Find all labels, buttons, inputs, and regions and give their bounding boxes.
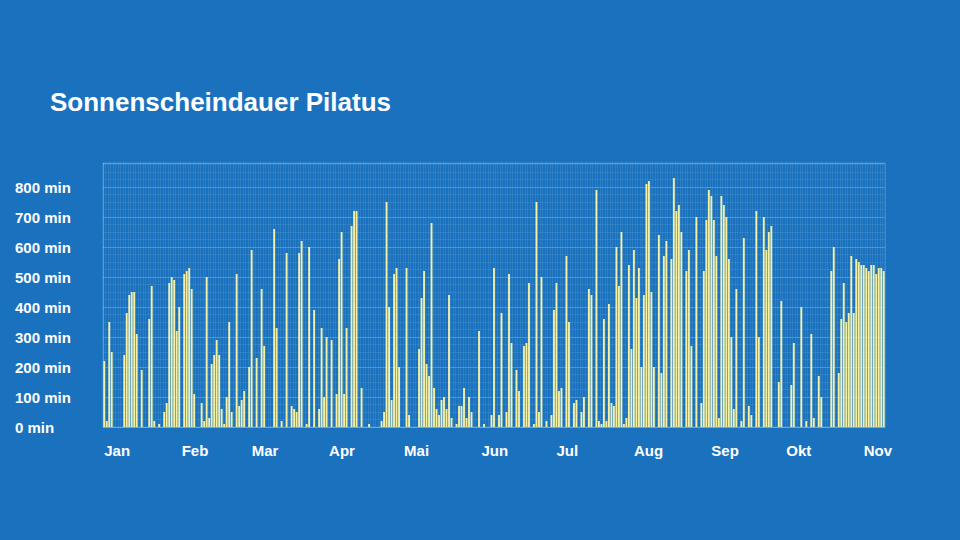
svg-text:800 min: 800 min	[15, 179, 71, 196]
svg-text:0 min: 0 min	[15, 419, 54, 436]
svg-text:700 min: 700 min	[15, 209, 71, 226]
svg-text:Okt: Okt	[786, 442, 811, 459]
svg-text:400 min: 400 min	[15, 299, 71, 316]
svg-text:300 min: 300 min	[15, 329, 71, 346]
svg-text:Jan: Jan	[104, 442, 130, 459]
svg-text:Jun: Jun	[482, 442, 509, 459]
svg-text:500 min: 500 min	[15, 269, 71, 286]
svg-text:200 min: 200 min	[15, 359, 71, 376]
svg-text:Aug: Aug	[634, 442, 663, 459]
svg-text:Feb: Feb	[182, 442, 209, 459]
svg-text:Mar: Mar	[252, 442, 279, 459]
svg-text:Mai: Mai	[404, 442, 429, 459]
svg-text:Apr: Apr	[329, 442, 355, 459]
svg-text:Sep: Sep	[711, 442, 739, 459]
svg-text:600 min: 600 min	[15, 239, 71, 256]
svg-text:Jul: Jul	[556, 442, 578, 459]
svg-text:Sonnenscheindauer Pilatus: Sonnenscheindauer Pilatus	[50, 87, 391, 117]
svg-text:100 min: 100 min	[15, 389, 71, 406]
svg-text:Nov: Nov	[864, 442, 893, 459]
